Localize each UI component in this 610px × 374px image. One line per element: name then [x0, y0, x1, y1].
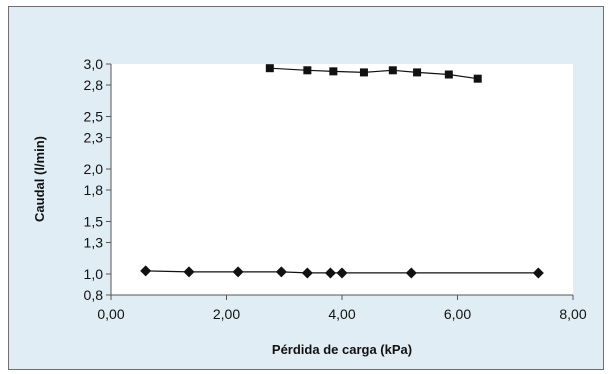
x-tick-label: 8,00 — [559, 306, 586, 322]
data-point-square — [265, 64, 274, 73]
y-tick-label: 1,0 — [84, 266, 104, 282]
data-point-square — [388, 66, 397, 75]
x-axis-ticks: 0,00 2,00 4,00 6,00 8,00 — [97, 295, 587, 322]
y-tick-label: 0,8 — [84, 287, 104, 303]
data-point-square — [329, 67, 338, 76]
y-axis-ticks: 0,8 1,0 1,3 1,5 1,8 2,0 2,3 2,5 2,8 3,0 — [84, 56, 111, 303]
chart-frame: 0,00 2,00 4,00 6,00 8,00 0,8 1,0 1,3 1,5 1,8 2,0 2… — [8, 6, 604, 370]
line-chart: 0,00 2,00 4,00 6,00 8,00 0,8 1,0 1,3 1,5 1,8 2,0 2… — [32, 56, 587, 357]
data-point-diamond — [324, 267, 336, 279]
data-point-diamond — [405, 267, 417, 279]
y-tick-label: 2,0 — [84, 161, 104, 177]
data-point-diamond — [532, 267, 544, 279]
series-line — [269, 67, 478, 80]
data-point-square — [473, 74, 482, 83]
data-point-diamond — [140, 265, 152, 277]
y-tick-label: 2,5 — [84, 109, 104, 125]
y-tick-label: 1,8 — [84, 182, 104, 198]
data-point-square — [359, 68, 368, 77]
plot-area — [111, 64, 573, 295]
x-tick-label: 0,00 — [97, 306, 124, 322]
y-axis-title: Caudal (l/min) — [32, 136, 47, 222]
series-square — [265, 64, 482, 83]
y-tick-label: 1,3 — [84, 235, 104, 251]
y-tick-label: 2,8 — [84, 77, 104, 93]
data-point-square — [413, 68, 422, 77]
data-point-square — [303, 66, 312, 75]
data-point-diamond — [336, 267, 348, 279]
data-point-diamond — [275, 266, 287, 278]
x-tick-label: 4,00 — [328, 306, 355, 322]
y-tick-label: 2,3 — [84, 130, 104, 146]
y-tick-label: 3,0 — [84, 56, 104, 72]
x-axis-title: Pérdida de carga (kPa) — [272, 342, 412, 357]
data-point-square — [444, 70, 453, 79]
y-tick-label: 1,5 — [84, 214, 104, 230]
data-point-diamond — [232, 266, 244, 278]
series-layer — [140, 64, 544, 279]
data-point-diamond — [301, 267, 313, 279]
x-tick-label: 6,00 — [444, 306, 471, 322]
x-tick-label: 2,00 — [213, 306, 240, 322]
series-diamond — [140, 265, 544, 279]
data-point-diamond — [183, 266, 195, 278]
